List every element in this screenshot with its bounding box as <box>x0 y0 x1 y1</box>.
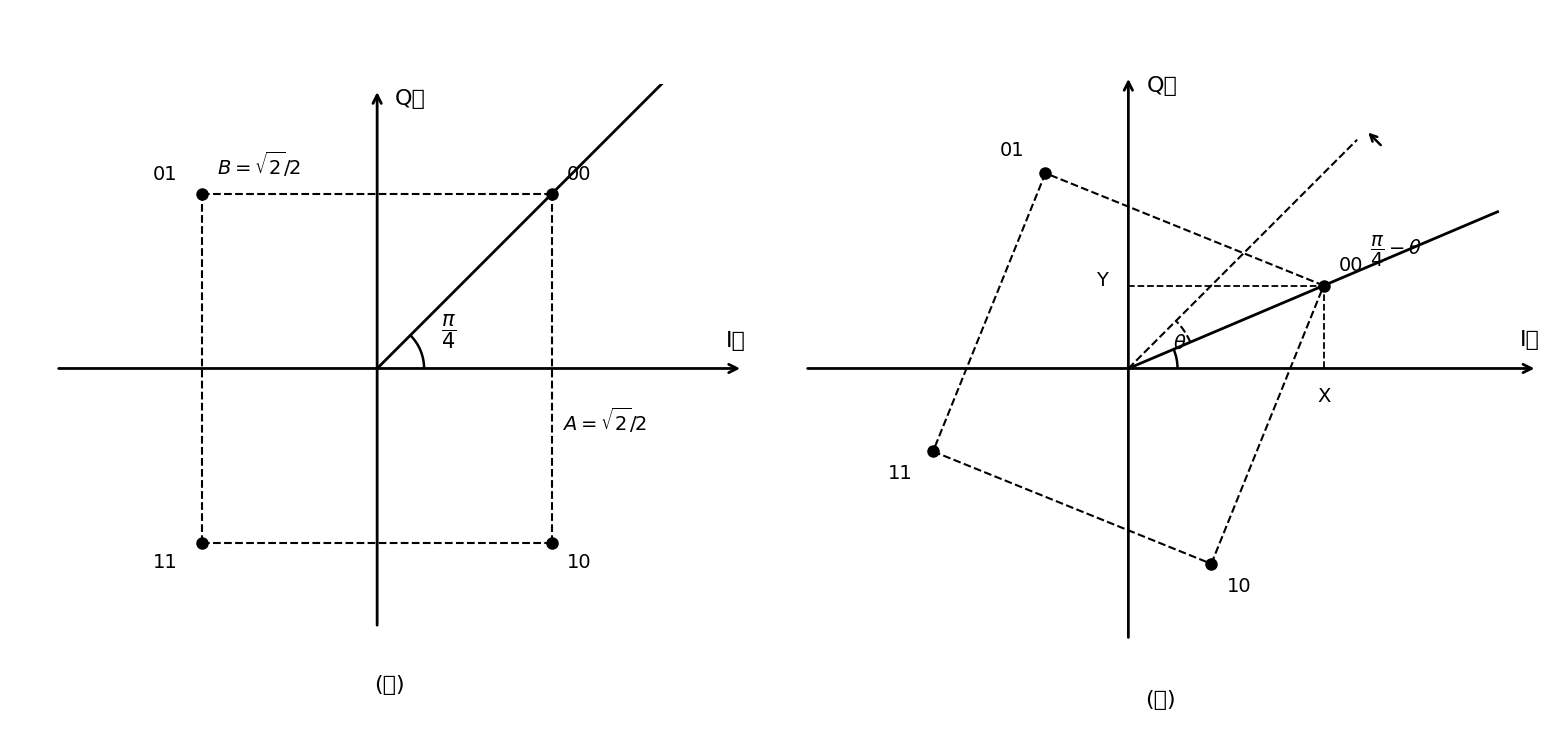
Text: $A=\sqrt{2}/2$: $A=\sqrt{2}/2$ <box>562 405 647 435</box>
Text: 11: 11 <box>153 553 178 572</box>
Text: $B=\sqrt{2}/2$: $B=\sqrt{2}/2$ <box>217 150 302 179</box>
Text: (Ｂ): (Ｂ) <box>1145 690 1176 710</box>
Text: X: X <box>1317 387 1331 405</box>
Text: $\dfrac{\pi}{4}$: $\dfrac{\pi}{4}$ <box>441 313 456 351</box>
Text: Q路: Q路 <box>1147 76 1178 96</box>
Text: Q路: Q路 <box>394 89 425 109</box>
Text: 01: 01 <box>1000 141 1025 160</box>
Text: I路: I路 <box>1521 330 1539 350</box>
Text: 11: 11 <box>888 464 913 484</box>
Text: $\dfrac{\pi}{4}-\theta$: $\dfrac{\pi}{4}-\theta$ <box>1371 235 1422 269</box>
Text: 10: 10 <box>1226 577 1251 596</box>
Text: 00: 00 <box>1340 256 1363 275</box>
Text: $\theta$: $\theta$ <box>1173 334 1187 353</box>
Text: 00: 00 <box>567 165 590 183</box>
Text: I路: I路 <box>726 331 745 351</box>
Text: 10: 10 <box>567 553 592 572</box>
Text: (Ａ): (Ａ) <box>374 675 405 696</box>
Text: Y: Y <box>1095 271 1108 290</box>
Text: 01: 01 <box>153 165 178 183</box>
